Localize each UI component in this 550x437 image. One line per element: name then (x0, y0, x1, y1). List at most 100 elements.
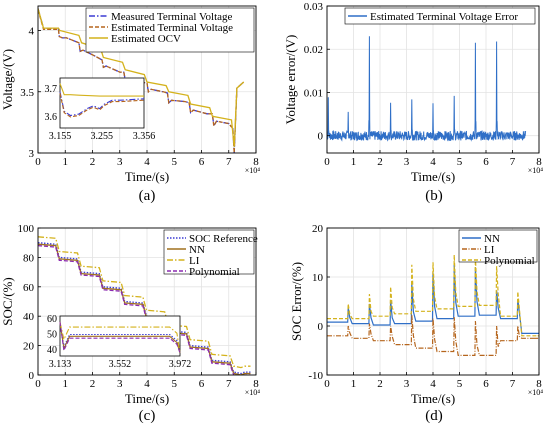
legend-label: Estimated OCV (111, 33, 181, 45)
x-tick-label: 1 (63, 378, 69, 390)
panel-2: 0 1 2 3 4 5 6 7 8 0 0.01 0.02 0.03 ×10⁴ Time/(s) Voltag… (283, 1, 543, 204)
y-tick-label: 3 (29, 148, 35, 160)
series-line (327, 254, 539, 337)
legend-label: Estimated Terminal Voltage (111, 22, 233, 34)
x-tick-label: 8 (253, 378, 259, 390)
y-axis-label: Voltage error/(V) (283, 35, 298, 125)
legend-box (344, 7, 536, 25)
x-tick-label: 2 (90, 156, 96, 168)
panel-3: 0 1 2 3 4 5 6 7 8020406080100×10⁴Time/(s)SOC/(%)… (0, 223, 260, 424)
x-tick-label: 1 (63, 156, 69, 168)
legend-label: Polynomial (189, 266, 240, 278)
inset-x-tick-label: 3.972 (169, 359, 192, 370)
inset: 3.133 3.552 3.972 40 50 60 (47, 314, 191, 370)
x-tick-label: 1 (351, 156, 357, 168)
inset-y-tick-label: 3.7 (45, 84, 58, 95)
x-axis-label: Time/(s) (411, 391, 455, 406)
x-axis-label: Time/(s) (125, 391, 169, 406)
plot-area (38, 8, 245, 153)
y-tick-label: 80 (23, 252, 35, 264)
panel-label: (d) (425, 408, 443, 424)
inset-y-tick-label: 3.6 (45, 112, 58, 123)
x-exponent: ×10⁴ (528, 388, 544, 397)
x-exponent: ×10⁴ (245, 166, 261, 175)
series-line (38, 9, 245, 153)
inset-y-tick-label: 50 (47, 329, 57, 340)
x-tick-label: 6 (199, 156, 205, 168)
x-tick-label: 7 (510, 156, 516, 168)
y-tick-label: 0.03 (304, 1, 324, 13)
legend-label: LI (484, 244, 495, 256)
series-line (327, 264, 539, 334)
x-tick-label: 2 (377, 156, 383, 168)
inset-x-tick-label: 3.255 (91, 131, 114, 142)
legend-box (85, 7, 255, 53)
y-tick-label: 4 (29, 26, 35, 38)
x-tick-label: 2 (377, 378, 383, 390)
x-tick-label: 6 (483, 156, 489, 168)
x-tick-label: 4 (144, 156, 150, 168)
x-tick-label: 6 (483, 378, 489, 390)
x-tick-label: 7 (510, 378, 516, 390)
legend-label: Measured Terminal Voltage (111, 11, 233, 23)
y-tick-label: 0.01 (304, 87, 323, 99)
series-line (327, 315, 539, 356)
legend-label: Estimated Terminal Voltage Error (370, 11, 518, 23)
x-tick-label: 5 (457, 378, 463, 390)
x-tick-label: 5 (172, 156, 178, 168)
y-tick-label: 60 (23, 282, 35, 294)
inset-series-line (59, 322, 181, 353)
y-tick-label: 100 (18, 223, 35, 235)
inset-x-tick-label: 3.133 (49, 359, 72, 370)
inset-x-tick-label: 3.356 (133, 131, 156, 142)
x-tick-label: 8 (536, 156, 542, 168)
y-tick-label: 0 (318, 131, 324, 143)
x-tick-label: 0 (35, 378, 41, 390)
y-tick-label: 40 (23, 311, 35, 323)
legend-label: Polynomial (484, 255, 535, 267)
x-tick-label: 4 (430, 156, 436, 168)
panel-label: (b) (425, 188, 443, 204)
x-exponent: ×10⁴ (528, 166, 544, 175)
inset-y-tick-label: 60 (47, 314, 57, 325)
legend: Estimated Terminal Voltage Error (344, 7, 536, 25)
y-tick-label: 20 (23, 341, 35, 353)
x-tick-label: 3 (404, 156, 410, 168)
x-tick-label: 5 (172, 378, 178, 390)
legend-label: NN (189, 244, 205, 256)
x-tick-label: 3 (117, 378, 123, 390)
legend-box (458, 229, 538, 263)
series-line (38, 236, 251, 369)
x-axis-label: Time/(s) (125, 169, 169, 184)
y-axis-label: Voltage/(V) (0, 49, 15, 110)
y-tick-label: 0.02 (304, 44, 323, 56)
inset-series-line (59, 322, 181, 354)
x-tick-label: 0 (35, 156, 41, 168)
x-axis-label: Time/(s) (411, 169, 455, 184)
x-tick-label: 5 (457, 156, 463, 168)
legend-label: NN (484, 233, 500, 245)
y-tick-label: 0 (29, 370, 35, 382)
panel-label: (c) (139, 408, 156, 424)
x-tick-label: 4 (430, 378, 436, 390)
plot-area (327, 254, 539, 356)
x-tick-label: 0 (324, 378, 330, 390)
inset-series-line (59, 93, 145, 118)
legend-label: SOC Reference (189, 233, 258, 245)
y-tick-label: -10 (308, 370, 323, 382)
y-tick-label: 0 (318, 321, 324, 333)
x-tick-label: 7 (226, 156, 232, 168)
plot-area (327, 36, 527, 142)
inset-series-line (59, 83, 144, 97)
series-line (327, 36, 527, 142)
x-tick-label: 8 (536, 378, 542, 390)
y-tick-label: 3.5 (20, 87, 34, 99)
inset: 3.155 3.255 3.356 3.6 3.7 (45, 77, 156, 142)
y-tick-label: 10 (312, 272, 324, 284)
series-line (38, 8, 245, 147)
y-tick-label: 20 (312, 223, 324, 235)
